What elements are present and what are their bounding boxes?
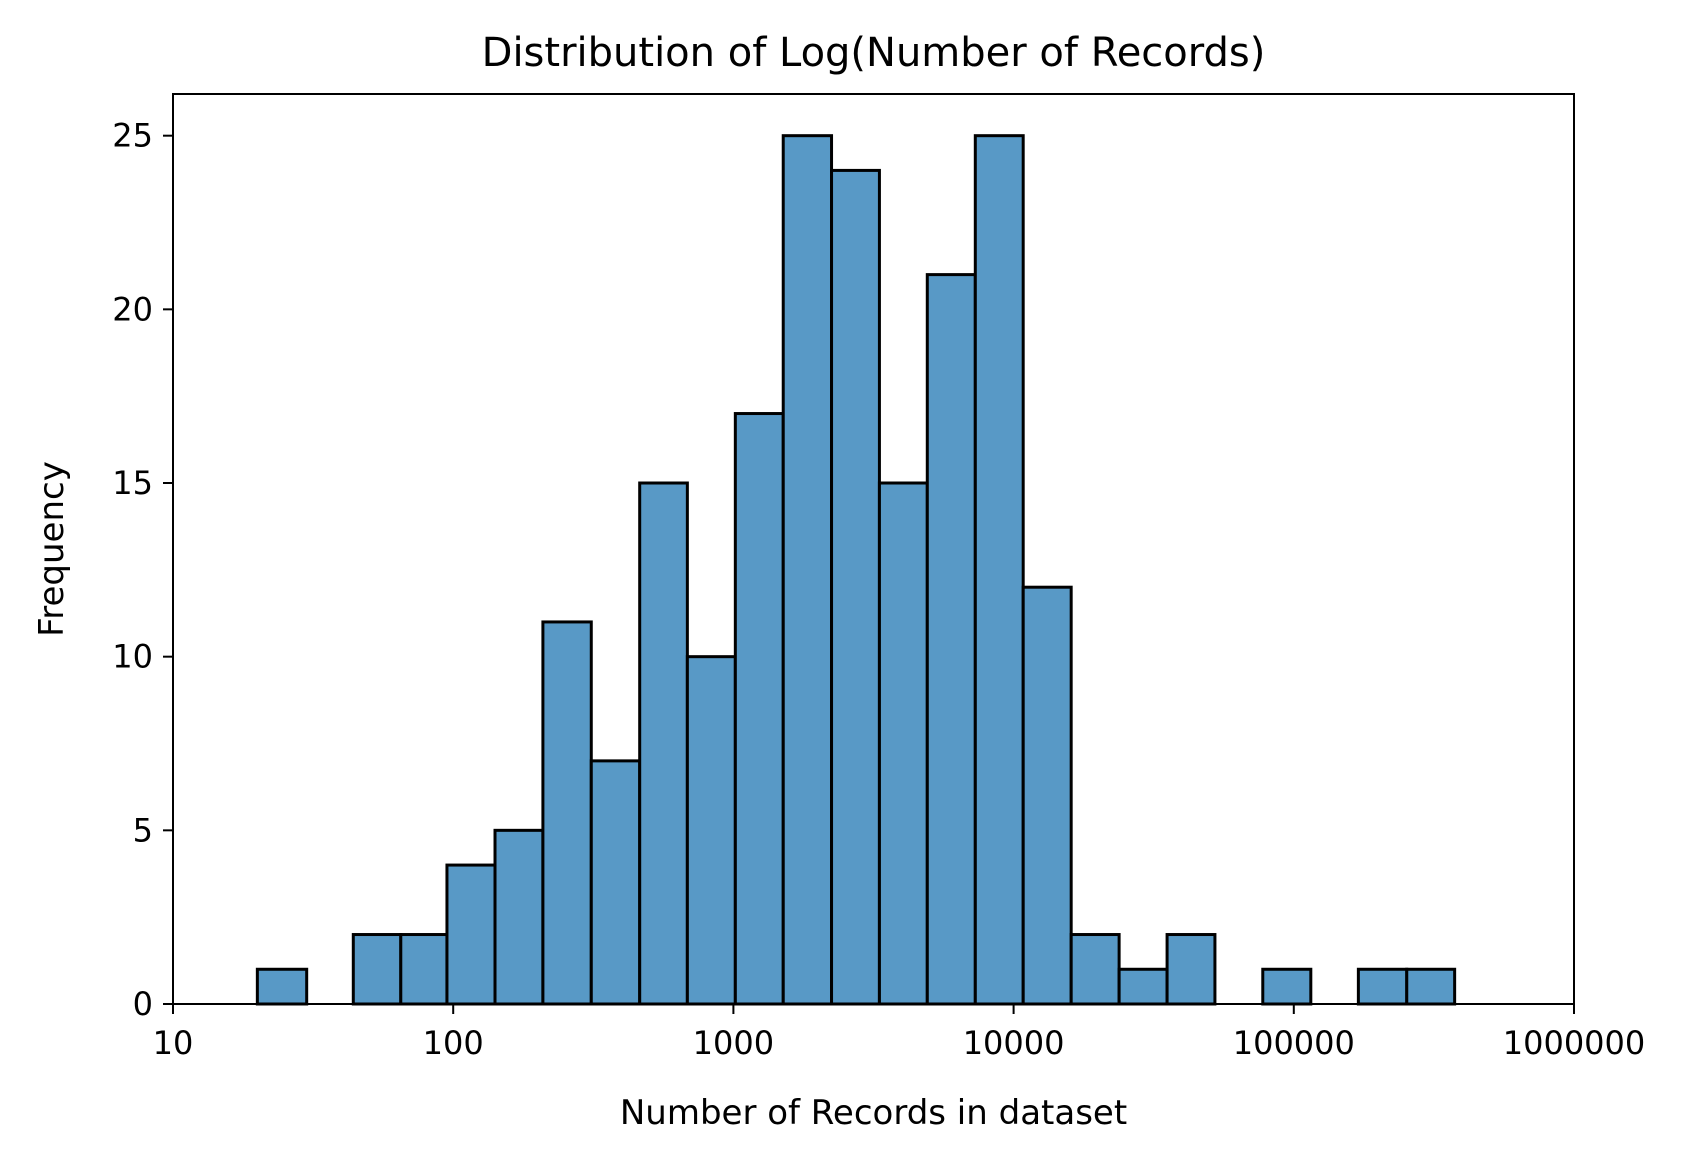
- chart-title: Distribution of Log(Number of Records): [482, 30, 1266, 76]
- histogram-bar: [1069, 933, 1121, 1006]
- histogram-bar: [1021, 585, 1073, 1006]
- x-tick-label: 100: [423, 1024, 484, 1062]
- y-tick-label: 10: [112, 638, 153, 676]
- y-tick-label: 5: [133, 811, 153, 849]
- histogram-bar: [1165, 933, 1217, 1006]
- x-axis-ticks: 10 100 1000 10000 100000 1000000: [153, 1004, 1646, 1062]
- histogram-bar: [973, 134, 1025, 1006]
- y-axis-ticks: 0 5 10 15 20 25: [112, 117, 173, 1023]
- histogram-bar: [589, 759, 642, 1006]
- histogram-bar: [493, 828, 545, 1006]
- x-tick-label: 100000: [1233, 1024, 1355, 1062]
- histogram-bar: [399, 933, 449, 1006]
- histogram-bar: [830, 168, 881, 1006]
- histogram-bar: [733, 412, 785, 1006]
- x-tick-label: 1000: [693, 1024, 774, 1062]
- plot-frame: [172, 93, 1575, 1005]
- histogram-bar: [1117, 967, 1169, 1006]
- x-tick-label: 10000: [963, 1024, 1065, 1062]
- histogram-bar: [351, 933, 403, 1006]
- histogram-bar: [685, 655, 737, 1006]
- histogram-bar: [638, 481, 689, 1006]
- histogram-bar: [445, 863, 497, 1006]
- y-tick-label: 25: [112, 117, 153, 155]
- histogram-bar: [255, 967, 309, 1006]
- bars-group: [255, 134, 1457, 1006]
- histogram-bar: [1356, 967, 1409, 1006]
- x-tick-label: 10: [153, 1024, 194, 1062]
- histogram-bar: [1261, 967, 1313, 1006]
- histogram-bar: [877, 481, 929, 1006]
- y-tick-label: 20: [112, 290, 153, 328]
- histogram-bar: [1405, 967, 1457, 1006]
- x-tick-label: 1000000: [1503, 1024, 1646, 1062]
- histogram-bar: [781, 134, 834, 1006]
- y-axis-label: Frequency: [32, 461, 72, 637]
- histogram-bar: [541, 620, 593, 1006]
- x-axis-label: Number of Records in dataset: [620, 1093, 1127, 1133]
- histogram-bar: [925, 273, 977, 1006]
- y-tick-label: 15: [112, 464, 153, 502]
- y-tick-label: 0: [133, 985, 153, 1023]
